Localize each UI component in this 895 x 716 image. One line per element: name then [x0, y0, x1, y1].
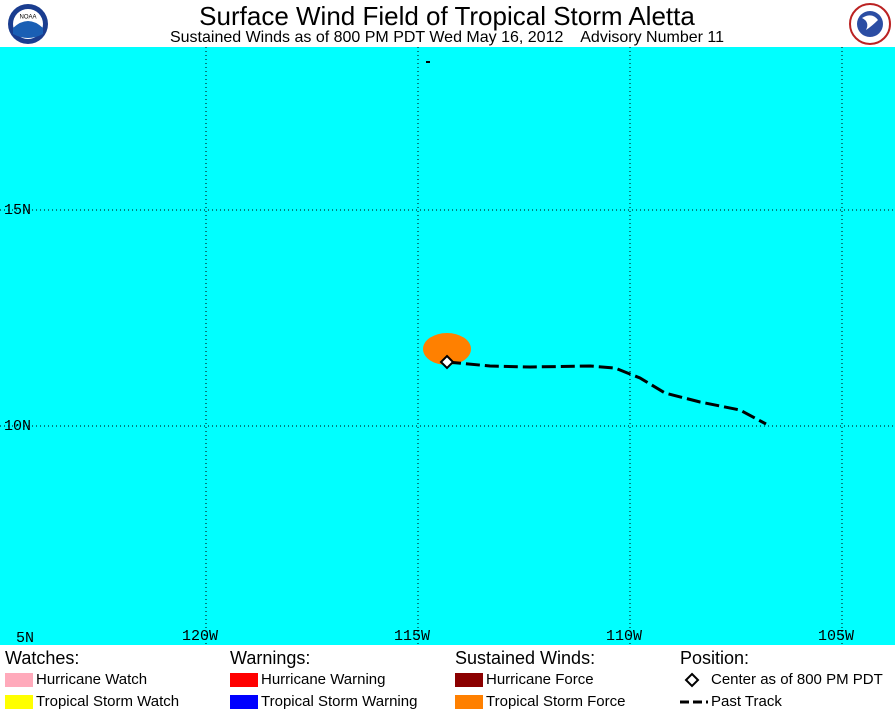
lon-label: 115W — [394, 628, 430, 645]
legend-swatch — [5, 673, 33, 687]
subtitle: Sustained Winds as of 800 PM PDT Wed May… — [170, 29, 724, 46]
lat-label: 10N — [4, 418, 31, 435]
legend-label: Center as of 800 PM PDT — [711, 671, 883, 688]
legend-heading: Position: — [680, 648, 749, 668]
legend-label: Tropical Storm Force — [486, 693, 625, 710]
legend-swatch — [230, 673, 258, 687]
tropical-storm-force-area — [423, 333, 471, 365]
lat-label: 5N — [16, 630, 34, 647]
nws-logo — [849, 3, 891, 45]
legend-label: Tropical Storm Watch — [36, 693, 179, 710]
legend: Watches: Hurricane Watch Tropical Storm … — [5, 648, 883, 710]
legend-swatch — [5, 695, 33, 709]
past-track — [446, 360, 767, 426]
lon-label: 110W — [606, 628, 642, 645]
title: Surface Wind Field of Tropical Storm Ale… — [199, 1, 695, 31]
lat-label: 15N — [4, 202, 31, 219]
legend-label: Hurricane Warning — [261, 671, 386, 688]
legend-swatch — [455, 673, 483, 687]
storm-center — [439, 354, 455, 370]
svg-text:NOAA: NOAA — [19, 15, 36, 21]
legend-label: Past Track — [711, 693, 782, 710]
legend-symbol — [684, 672, 700, 688]
legend-label: Tropical Storm Warning — [261, 693, 417, 710]
noaa-logo: NOAA — [8, 4, 48, 44]
legend-label: Hurricane Watch — [36, 671, 147, 688]
lon-label: 120W — [182, 628, 218, 645]
legend-heading: Sustained Winds: — [455, 648, 595, 668]
lon-label: 105W — [818, 628, 854, 645]
legend-label: Hurricane Force — [486, 671, 594, 688]
legend-heading: Warnings: — [230, 648, 310, 668]
legend-swatch — [455, 695, 483, 709]
legend-heading: Watches: — [5, 648, 79, 668]
legend-swatch — [230, 695, 258, 709]
